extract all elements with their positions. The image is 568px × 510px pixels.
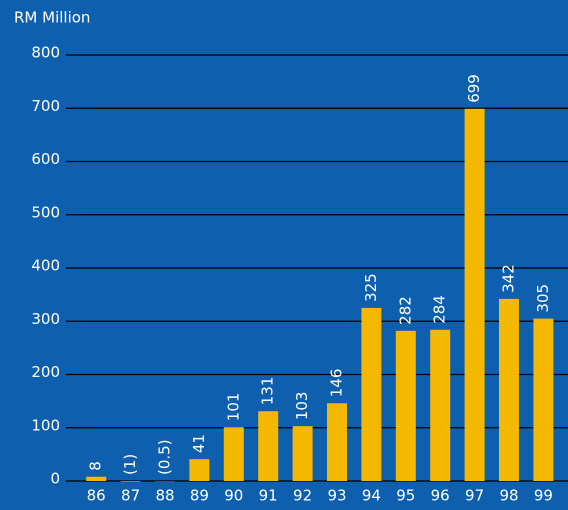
- value-label: 41: [190, 434, 208, 453]
- bar: [430, 329, 451, 481]
- x-tick-label: 86: [87, 487, 106, 505]
- y-tick-label: 500: [31, 203, 60, 221]
- value-label: 131: [259, 377, 277, 406]
- value-label: (0.5): [156, 439, 174, 475]
- x-tick-label: 89: [190, 487, 209, 505]
- bar: [120, 481, 141, 482]
- bar: [292, 426, 313, 481]
- x-tick-label: 97: [465, 487, 484, 505]
- value-label: 699: [465, 74, 483, 103]
- bar: [395, 330, 416, 481]
- y-tick-label: 0: [50, 470, 60, 488]
- value-label: 284: [431, 295, 449, 324]
- value-label: 146: [328, 369, 346, 398]
- y-tick-label: 200: [31, 363, 60, 381]
- y-tick-label: 400: [31, 257, 60, 275]
- value-label: 325: [362, 273, 380, 302]
- x-tick-label: 88: [155, 487, 174, 505]
- bar: [327, 403, 347, 481]
- x-tick-label: 90: [224, 487, 243, 505]
- x-tick-label: 99: [534, 487, 553, 505]
- value-label: 101: [224, 393, 242, 422]
- bar: [189, 459, 210, 481]
- value-label: 8: [87, 461, 105, 471]
- value-label: 342: [500, 264, 518, 293]
- y-tick-label: 600: [31, 150, 60, 168]
- bar: [533, 318, 554, 481]
- value-label: 305: [534, 284, 552, 313]
- y-axis-label: RM Million: [14, 9, 90, 27]
- x-tick-label: 91: [259, 487, 278, 505]
- bar: [258, 411, 279, 481]
- value-label: 282: [396, 296, 414, 325]
- y-tick-label: 700: [31, 97, 60, 115]
- x-tick-label: 93: [327, 487, 346, 505]
- x-tick-label: 96: [431, 487, 450, 505]
- bar: [223, 427, 244, 481]
- y-tick-label: 800: [31, 44, 60, 62]
- x-tick-label: 98: [499, 487, 518, 505]
- x-tick-label: 92: [293, 487, 312, 505]
- value-label: 103: [293, 392, 311, 421]
- x-tick-label: 87: [121, 487, 140, 505]
- x-tick-label: 95: [396, 487, 415, 505]
- bar: [499, 298, 519, 481]
- bar: [86, 476, 107, 481]
- value-label: (1): [121, 454, 139, 475]
- y-tick-label: 300: [31, 310, 60, 328]
- y-tick-label: 100: [31, 416, 60, 434]
- bar: [464, 108, 485, 481]
- bar: [361, 307, 382, 481]
- x-tick-label: 94: [362, 487, 381, 505]
